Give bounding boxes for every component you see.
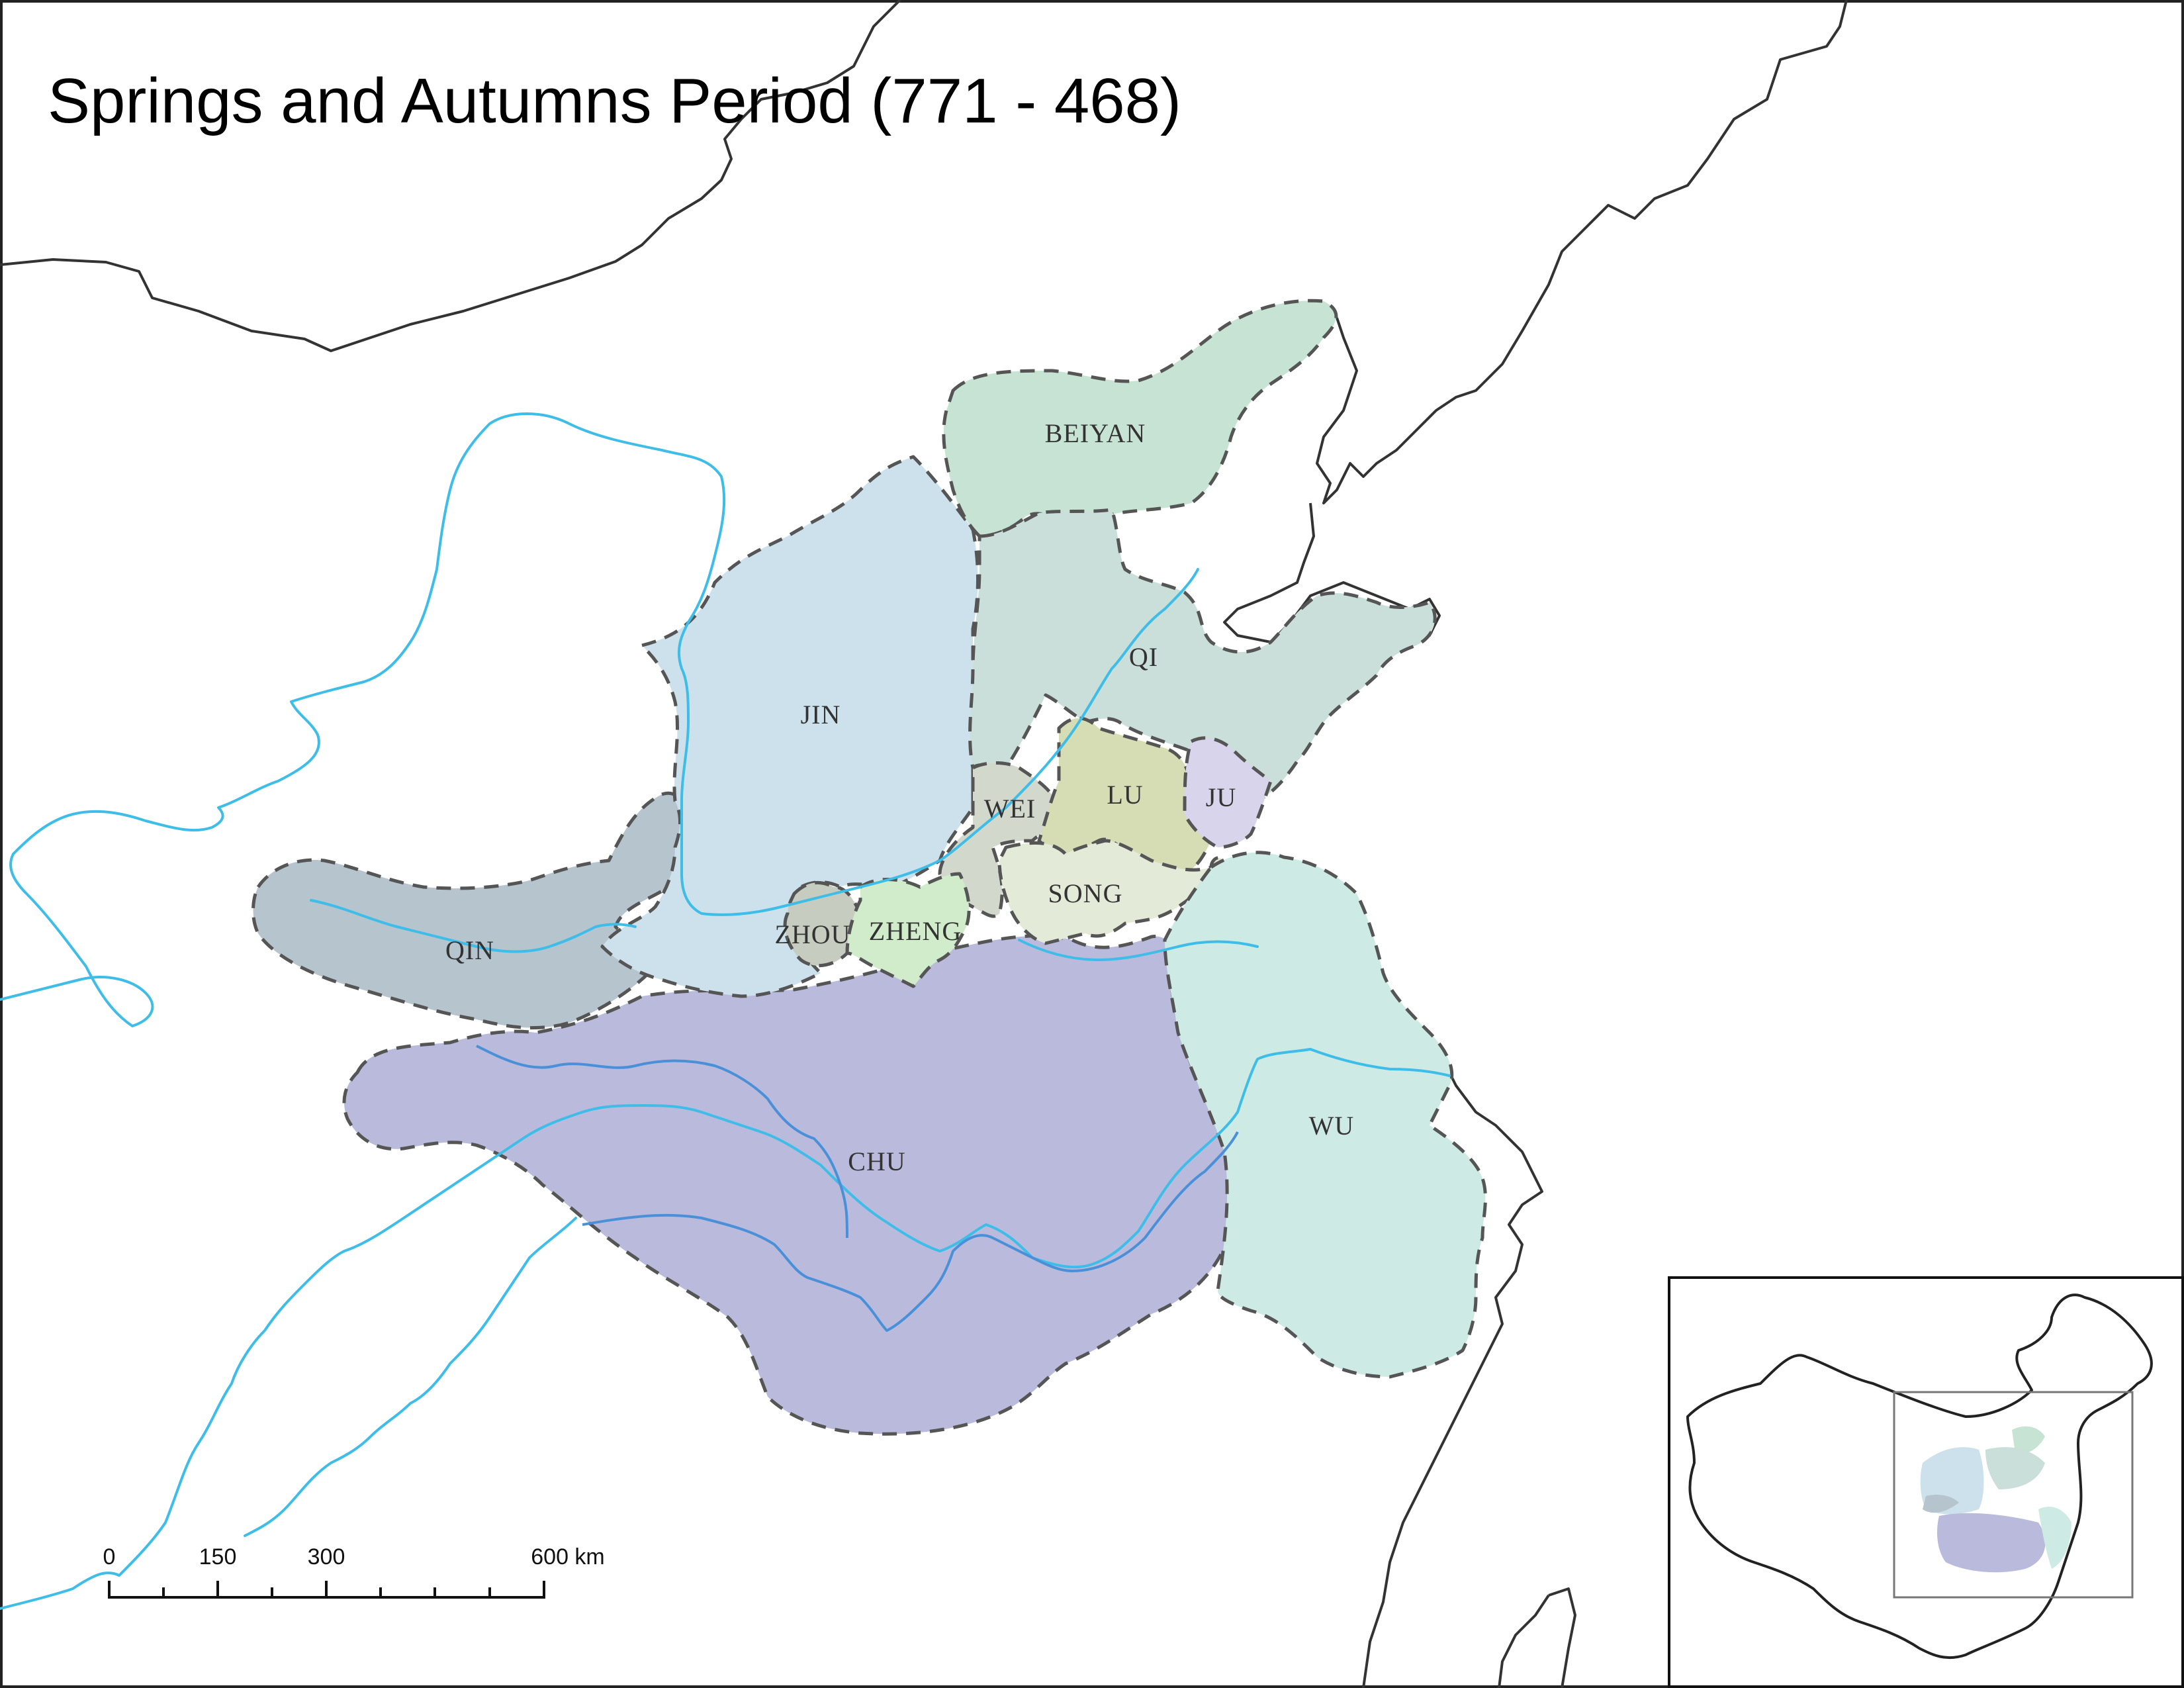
state-label-jin: JIN <box>801 700 841 729</box>
yellow-river <box>0 412 1199 1027</box>
state-label-chu: CHU <box>848 1147 905 1176</box>
state-region-qin <box>251 791 686 1030</box>
huai-river <box>1018 939 1259 961</box>
state-label-qi: QI <box>1129 642 1158 672</box>
inset-locator-map <box>1668 1276 2184 1688</box>
han-river <box>476 1045 848 1239</box>
scale-bar: 0 150 300 600 km <box>103 1544 605 1599</box>
map-title: Springs and Autumns Period (771 - 468) <box>48 66 1181 136</box>
state-region-wu <box>1163 851 1487 1379</box>
inset-china-outline <box>1686 1293 2153 1660</box>
state-region-jin <box>600 455 979 998</box>
state-region-wei <box>938 761 1061 918</box>
scale-tick-0: 0 <box>103 1544 116 1570</box>
inset-extent-box <box>1893 1391 2134 1599</box>
state-label-song: SONG <box>1048 878 1123 908</box>
state-label-beiyan: BEIYAN <box>1045 418 1146 448</box>
southeast-coastline <box>1362 1072 1543 1688</box>
scale-tick-150: 150 <box>199 1544 237 1570</box>
state-region-qi <box>968 508 1437 803</box>
state-label-lu: LU <box>1107 780 1143 810</box>
northern-border-line <box>0 0 901 352</box>
lower-yangtze <box>582 1131 1239 1332</box>
state-label-wei: WEI <box>984 794 1036 823</box>
state-label-wu: WU <box>1309 1111 1355 1141</box>
scale-tick-600-km: 600 km <box>531 1544 605 1570</box>
taiwan-coastline <box>1498 1587 1576 1688</box>
state-region-ju <box>1183 736 1273 849</box>
state-label-zhou: ZHOU <box>774 919 850 949</box>
state-label-zheng: ZHENG <box>869 916 962 946</box>
state-label-ju: JU <box>1206 782 1236 812</box>
scale-tick-300: 300 <box>308 1544 345 1570</box>
yangtze-river <box>0 1048 1451 1610</box>
state-label-qin: QIN <box>445 935 494 965</box>
wei-river <box>310 899 637 953</box>
southwest-river <box>244 1217 577 1537</box>
state-region-lu <box>1037 716 1213 878</box>
northeast-coastline <box>1316 0 1848 504</box>
state-region-zheng <box>845 872 971 988</box>
